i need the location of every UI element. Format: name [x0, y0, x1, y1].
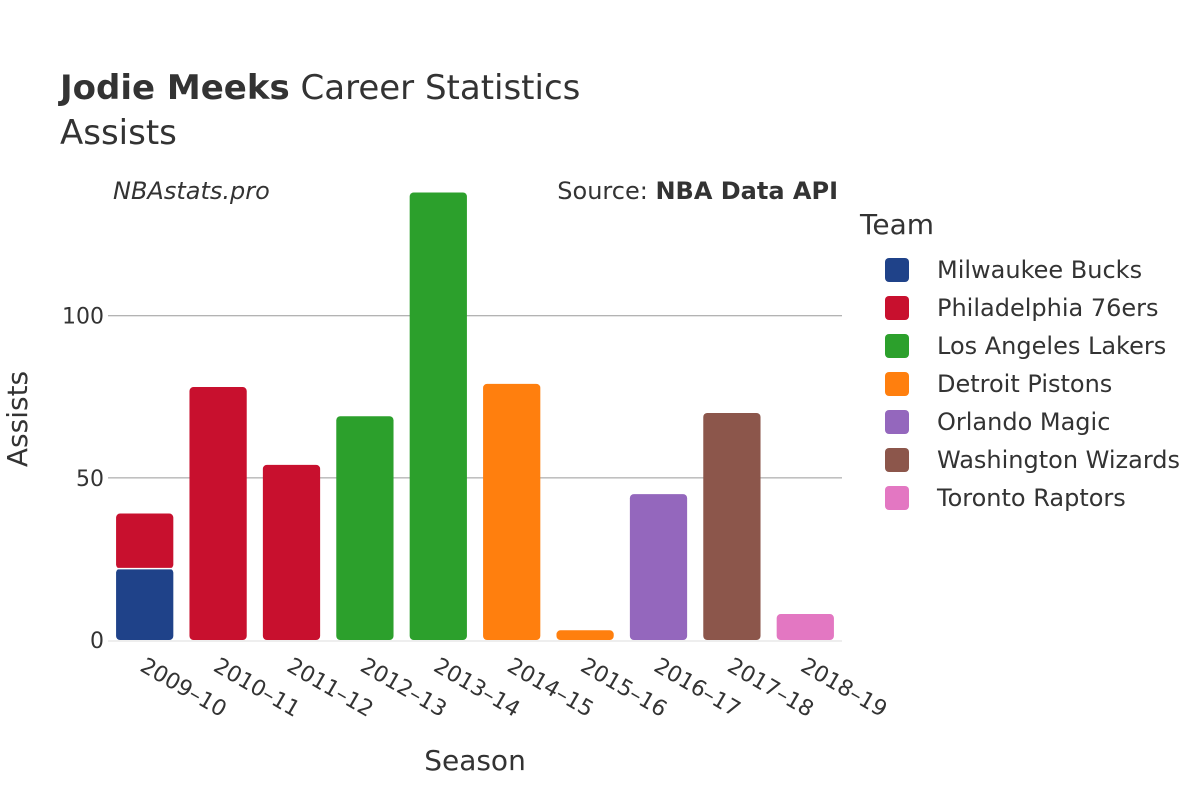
legend-item[interactable]: Washington Wizards [860, 441, 1180, 479]
bar [189, 387, 247, 640]
legend-item[interactable]: Los Angeles Lakers [860, 327, 1180, 365]
legend-label: Washington Wizards [937, 446, 1181, 474]
legend-swatch [885, 372, 909, 396]
legend-swatch [885, 258, 909, 282]
bar [116, 568, 174, 640]
y-tick-label: 100 [62, 305, 104, 330]
legend-label: Philadelphia 76ers [937, 294, 1159, 322]
source-credit: Source: NBA Data API [557, 177, 838, 205]
y-tick-label: 50 [76, 467, 104, 492]
y-axis-title: Assists [1, 371, 34, 467]
bar [336, 416, 394, 640]
legend-swatch [885, 410, 909, 434]
legend-label: Los Angeles Lakers [937, 332, 1167, 360]
title-rest: Career Statistics [300, 68, 581, 108]
source-prefix: Source: [557, 177, 656, 205]
bar [262, 464, 321, 640]
player-name: Jodie Meeks [60, 68, 290, 108]
legend-item[interactable]: Detroit Pistons [860, 365, 1180, 403]
x-axis-title: Season [424, 744, 526, 777]
source-name: NBA Data API [655, 177, 838, 205]
legend-items: Milwaukee Bucks Philadelphia 76ers Los Ang… [860, 251, 1180, 517]
legend-swatch [885, 296, 909, 320]
legend-swatch [885, 486, 909, 510]
legend-swatch [885, 334, 909, 358]
legend-item[interactable]: Orlando Magic [860, 403, 1180, 441]
legend-item[interactable]: Philadelphia 76ers [860, 289, 1180, 327]
bar [629, 494, 688, 640]
chart-subtitle: Assists [60, 113, 177, 153]
bar [703, 413, 761, 640]
bar [556, 630, 614, 640]
legend-label: Orlando Magic [937, 408, 1111, 436]
legend-label: Milwaukee Bucks [937, 256, 1143, 284]
bar [776, 614, 834, 640]
legend-label: Detroit Pistons [937, 370, 1113, 398]
legend-swatch [885, 448, 909, 472]
bar [409, 192, 467, 640]
legend-title: Team [860, 208, 935, 241]
bar [116, 513, 174, 569]
chart-title: Jodie Meeks Career Statistics [60, 68, 580, 108]
legend-item[interactable]: Milwaukee Bucks [860, 251, 1180, 289]
y-tick-label: 0 [90, 629, 104, 654]
brand-watermark: NBAstats.pro [113, 177, 270, 205]
legend: Team Milwaukee Bucks Philadelphia 76ers Lo… [860, 208, 1180, 517]
bar [483, 383, 541, 640]
legend-item[interactable]: Toronto Raptors [860, 479, 1180, 517]
legend-label: Toronto Raptors [937, 484, 1126, 512]
